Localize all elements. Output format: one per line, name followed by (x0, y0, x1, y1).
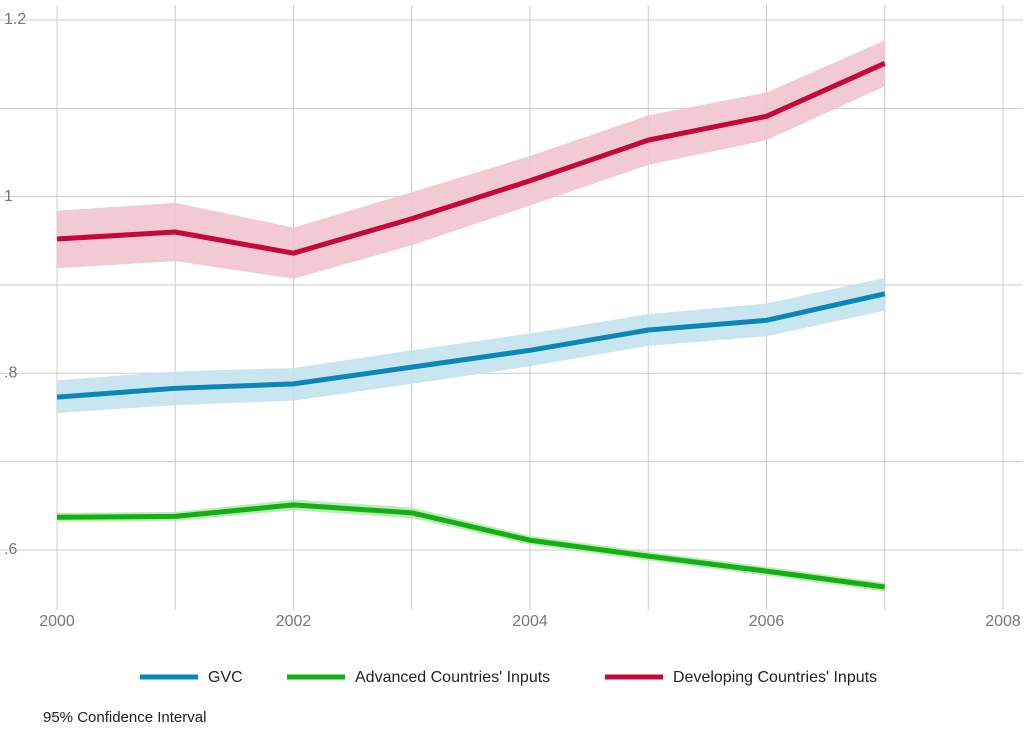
x-tick-label: 2008 (985, 613, 1021, 630)
note: 95% Confidence Interval (43, 709, 206, 726)
y-tick-label: .8 (4, 365, 17, 382)
legend-label: Advanced Countries' Inputs (355, 669, 550, 686)
y-tick-label: 1.2 (4, 11, 26, 28)
legend-label: Developing Countries' Inputs (673, 669, 877, 686)
series-line (56, 61, 886, 256)
confidence-band (57, 277, 885, 414)
legend-label: GVC (208, 669, 243, 686)
y-tick-label: 1 (4, 188, 13, 205)
confidence-band (57, 40, 885, 279)
y-tick-label: .6 (4, 541, 17, 558)
x-tick-label: 2004 (512, 613, 548, 630)
x-tick-label: 2000 (39, 613, 75, 630)
x-tick-label: 2002 (276, 613, 312, 630)
x-tick-label: 2006 (749, 613, 785, 630)
series-line (56, 291, 886, 400)
series-line (56, 502, 886, 590)
